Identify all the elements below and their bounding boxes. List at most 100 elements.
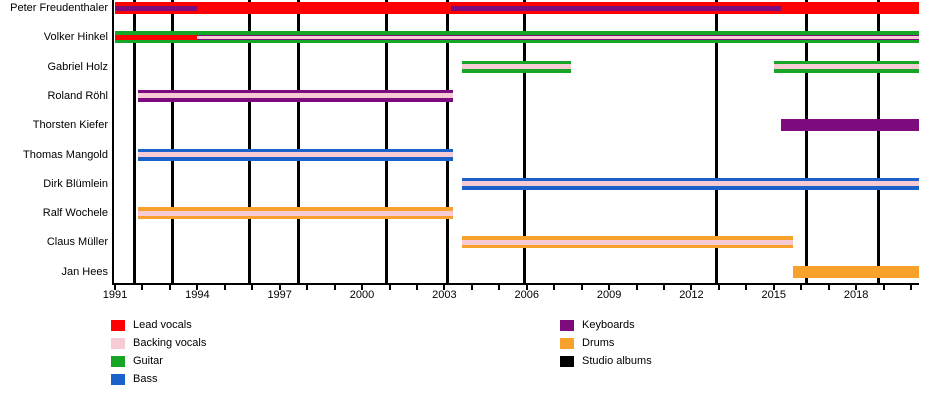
legend-item-backing_vocals: Backing vocals: [111, 337, 311, 351]
member-bar-lead_vocals: [115, 34, 198, 40]
year-tick: [333, 285, 336, 290]
studio-album-line: [805, 0, 809, 283]
year-tick: [415, 285, 418, 290]
year-tick: [114, 285, 116, 290]
year-tick: [663, 285, 665, 290]
legend-label: Guitar: [133, 355, 163, 367]
member-bar-backing_vocals: [138, 93, 453, 99]
studio-album-line: [522, 0, 526, 283]
year-tick: [910, 285, 913, 290]
year-label: 2018: [843, 289, 869, 301]
year-tick: [772, 285, 775, 290]
studio-album-line: [132, 0, 136, 283]
year-tick: [361, 285, 364, 290]
member-bar-backing_vocals: [138, 152, 453, 157]
member-labels-column: Peter Freudenthaler Volker Hinkel Gabriel …: [0, 0, 110, 283]
member-bar-keyboards: [451, 5, 781, 11]
year-tick: [745, 285, 748, 290]
year-label: 2000: [349, 289, 375, 301]
legend-swatch-studio_albums: [560, 356, 574, 367]
year-label: 2015: [761, 289, 787, 301]
year-tick: [196, 285, 199, 290]
member-bar-backing_vocals: [462, 181, 920, 187]
legend-label: Lead vocals: [133, 319, 192, 331]
legend-swatch-drums: [560, 338, 574, 349]
legend-label: Keyboards: [582, 319, 635, 331]
legend-swatch-keyboards: [560, 320, 574, 331]
studio-album-line: [445, 0, 449, 283]
legend-swatch-guitar: [111, 356, 125, 367]
member-label: Claus Müller: [46, 236, 108, 249]
studio-album-line: [171, 0, 175, 283]
member-label: Jan Hees: [61, 265, 108, 278]
legend-swatch-backing_vocals: [111, 338, 125, 349]
member-bar-keyboards: [115, 5, 198, 11]
legend-item-drums: Drums: [560, 337, 760, 351]
year-label: 1991: [102, 289, 128, 301]
legend-item-keyboards: Keyboards: [560, 319, 760, 333]
year-label: 2012: [679, 289, 704, 301]
member-bar-backing_vocals: [462, 239, 793, 245]
legend-label: Studio albums: [582, 355, 652, 367]
legend-swatch-lead_vocals: [111, 320, 125, 331]
studio-album-line: [297, 0, 301, 283]
y-axis-line: [112, 0, 114, 285]
legend-label: Bass: [133, 373, 158, 385]
year-tick: [388, 285, 391, 290]
legend-item-studio_albums: Studio albums: [560, 355, 760, 369]
year-label: 2003: [432, 289, 457, 301]
year-tick: [141, 285, 144, 290]
member-bar-backing_vocals: [773, 64, 920, 70]
legend-item-bass: Bass: [111, 373, 311, 387]
studio-album-line: [248, 0, 251, 283]
member-label: Dirk Blümlein: [43, 177, 108, 190]
year-tick: [278, 285, 281, 290]
legend-item-guitar: Guitar: [111, 355, 311, 369]
studio-album-line: [714, 0, 718, 283]
member-label: Volker Hinkel: [43, 31, 108, 44]
legend-item-lead_vocals: Lead vocals: [111, 319, 311, 333]
year-tick: [251, 285, 254, 290]
plot-area: [112, 0, 920, 285]
studio-album-line: [385, 0, 389, 283]
year-tick: [498, 285, 501, 290]
year-tick: [690, 285, 693, 290]
legend: Lead vocals Backing vocals Guitar Bass Keybo…: [0, 312, 950, 400]
year-tick: [443, 285, 446, 290]
year-label: 2009: [596, 289, 622, 301]
member-bar-backing_vocals: [462, 64, 571, 70]
member-label: Gabriel Holz: [47, 60, 108, 73]
year-tick: [608, 285, 611, 290]
member-label: Ralf Wochele: [42, 207, 108, 220]
year-label: 1994: [185, 289, 210, 301]
year-tick: [717, 285, 720, 290]
studio-album-line: [876, 0, 880, 283]
year-tick: [580, 285, 583, 290]
year-tick: [525, 285, 528, 290]
year-tick: [168, 285, 171, 290]
member-bar-backing_vocals: [197, 35, 920, 39]
legend-label: Drums: [582, 337, 615, 349]
year-tick: [553, 285, 556, 290]
year-tick: [827, 285, 830, 290]
member-label: Thomas Mangold: [23, 148, 108, 161]
year-tick: [223, 285, 226, 290]
year-label: 1997: [267, 289, 292, 301]
year-tick: [882, 285, 885, 290]
year-label: 2006: [514, 289, 539, 301]
member-bar-backing_vocals: [138, 210, 453, 216]
member-label: Roland Röhl: [47, 89, 108, 102]
legend-label: Backing vocals: [133, 337, 207, 349]
member-bar-drums: [793, 265, 920, 278]
year-tick: [855, 285, 858, 290]
member-label: Thorsten Kiefer: [32, 119, 108, 132]
legend-swatch-bass: [111, 374, 125, 385]
x-axis-line: [112, 283, 920, 285]
year-tick: [800, 285, 803, 290]
x-axis: 1991 1994 1997 2000 2003 2006 2009 2012 2015 2018: [0, 283, 950, 303]
member-bar-keyboards: [780, 119, 920, 132]
year-tick: [306, 285, 309, 290]
member-label: Peter Freudenthaler: [10, 2, 108, 14]
year-tick: [635, 285, 638, 290]
